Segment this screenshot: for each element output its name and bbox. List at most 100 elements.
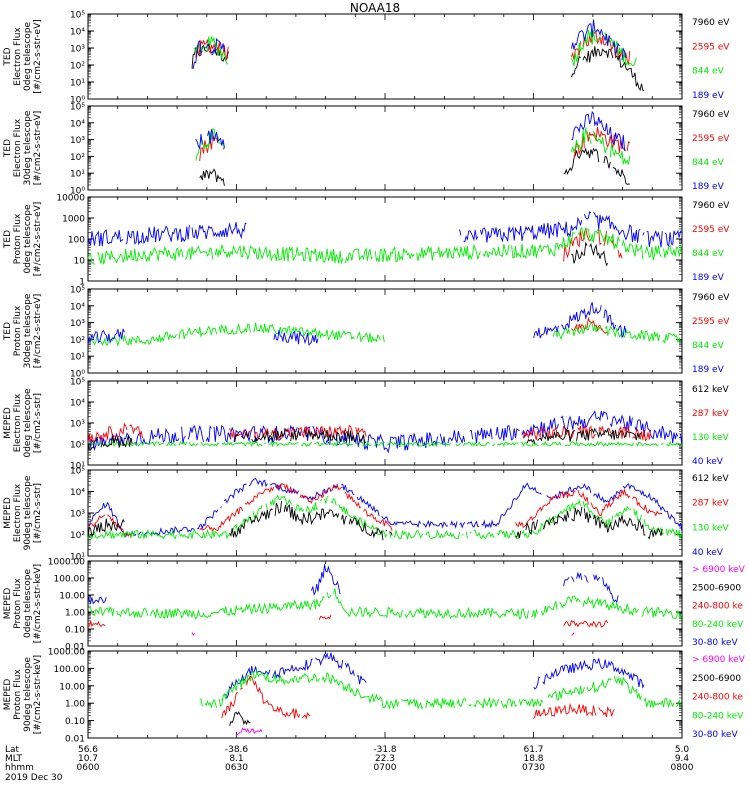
series-line (221, 652, 645, 701)
y-axis-label: MEPED (3, 407, 13, 439)
legend-entry: 80-240 keV (692, 620, 744, 630)
legend-entry: 844 eV (692, 67, 725, 77)
y-axis-label: TED (3, 230, 13, 249)
legend-entry: 612 keV (692, 474, 729, 484)
y-tick-label: 10⁴ (70, 28, 85, 38)
y-tick-label: 1 (79, 278, 85, 288)
legend-entry: 844 eV (692, 158, 725, 168)
x-tick-label-hhmm: 0600 (77, 763, 100, 773)
legend-entry: 7960 eV (692, 110, 730, 120)
x-tick-label-hhmm: 0700 (374, 763, 397, 773)
y-axis-label: [#/cm2-s-str-eV] (33, 19, 43, 94)
y-tick-label: 10 (74, 257, 86, 267)
y-axis-label: Proton Flux (13, 305, 23, 356)
y-axis-label: MEPED (3, 588, 13, 620)
legend-entry: 2595 eV (692, 225, 730, 235)
y-axis-label: MEPED (3, 497, 13, 529)
y-tick-label: 100.00 (54, 575, 86, 585)
y-tick-label: 10¹ (70, 462, 85, 472)
y-axis-label: 0deg telescope (23, 388, 33, 458)
y-axis-label: 90deg telescope (23, 657, 33, 732)
legend-entry: 2595 eV (692, 317, 730, 327)
series-line (195, 110, 627, 152)
y-tick-label: 10⁰ (70, 96, 85, 106)
legend-entry: 2500-6900 (692, 674, 741, 684)
y-axis-label: Electron Flux (13, 27, 23, 86)
legend-entry: 189 eV (692, 273, 725, 283)
y-tick-label: 10¹ (70, 353, 85, 363)
legend-entry: 189 eV (692, 365, 725, 375)
series-line (235, 727, 263, 736)
y-tick-label: 0.10 (65, 626, 85, 636)
x-tick-label-lat: -38.6 (225, 745, 249, 755)
y-tick-label: 1000.00 (48, 648, 85, 658)
chart-title: NOAA18 (349, 1, 401, 15)
x-tick-label-lat: -31.8 (373, 745, 397, 755)
x-tick-label-mlt: 9.4 (675, 754, 690, 764)
legend-entry: 2595 eV (692, 42, 730, 52)
x-tick-label-mlt: 10.7 (78, 754, 98, 764)
series-line (87, 302, 627, 346)
panel-frame (87, 469, 683, 557)
x-tick-label-hhmm: 0800 (671, 763, 694, 773)
y-tick-label: 10² (70, 153, 85, 163)
series-line (221, 675, 615, 720)
series-line (87, 440, 683, 448)
x-axis-row-label: hhmm (5, 763, 34, 773)
legend-entry: 612 keV (692, 385, 729, 395)
y-tick-label: 10⁵ (70, 11, 85, 21)
y-tick-label: 10⁵ (70, 467, 85, 477)
y-axis-label: 90deg telescope (23, 475, 33, 550)
legend-entry: 7960 eV (692, 18, 730, 28)
y-axis-label: [#/cm2-s-str-eV] (33, 111, 43, 186)
y-axis-label: Electron Flux (13, 483, 23, 542)
legend-entry: 2500-6900 (692, 583, 741, 593)
series-line (195, 31, 631, 65)
y-axis-label: [#/cm2-s-str-eV] (33, 294, 43, 369)
x-tick-label-hhmm: 0630 (225, 763, 248, 773)
y-axis-label: 0deg telescope (23, 569, 33, 639)
y-axis-label: TED (3, 139, 13, 158)
y-tick-label: 1.00 (65, 609, 85, 619)
series-line (87, 477, 683, 538)
legend-entry: > 6900 keV (692, 655, 746, 665)
legend-entry: 40 keV (692, 457, 724, 467)
panel-frame (87, 380, 683, 466)
legend-entry: 130 keV (692, 433, 729, 443)
y-tick-label: 10² (70, 62, 85, 72)
y-tick-label: 10⁴ (70, 399, 85, 409)
y-tick-label: 10² (70, 441, 85, 451)
series-line (191, 19, 627, 69)
y-axis-label: TED (3, 322, 13, 341)
y-tick-label: 10⁰ (70, 187, 85, 197)
series-line (191, 43, 645, 91)
y-tick-label: 10² (70, 531, 85, 541)
legend-entry: 30-80 keV (692, 730, 738, 740)
y-tick-label: 10.00 (59, 682, 85, 692)
series-line (87, 409, 683, 454)
series-line (87, 564, 619, 605)
series-line (87, 588, 683, 620)
x-tick-label-lat: 56.6 (78, 745, 98, 755)
series-line (87, 483, 663, 539)
y-tick-label: 10² (70, 336, 85, 346)
y-tick-label: 10³ (70, 319, 85, 329)
y-tick-label: 1.00 (65, 700, 85, 710)
x-axis-row-label: MLT (5, 754, 23, 764)
y-tick-label: 10¹ (70, 553, 85, 563)
series-line (87, 226, 683, 265)
legend-entry: 240-800 ke (692, 602, 743, 612)
legend-entry: 189 eV (692, 182, 725, 192)
y-tick-label: 10⁵ (70, 286, 85, 296)
legend-entry: 40 keV (692, 548, 724, 558)
series-line (87, 501, 663, 541)
y-tick-label: 1000 (62, 215, 85, 225)
x-tick-label-lat: 5.0 (675, 745, 690, 755)
y-axis-label: 30deg telescope (23, 293, 33, 368)
panel-frame (87, 288, 683, 374)
y-tick-label: 10⁵ (70, 378, 85, 388)
legend-entry: 287 keV (692, 409, 729, 419)
series-line (87, 494, 683, 541)
series-line (571, 241, 609, 267)
